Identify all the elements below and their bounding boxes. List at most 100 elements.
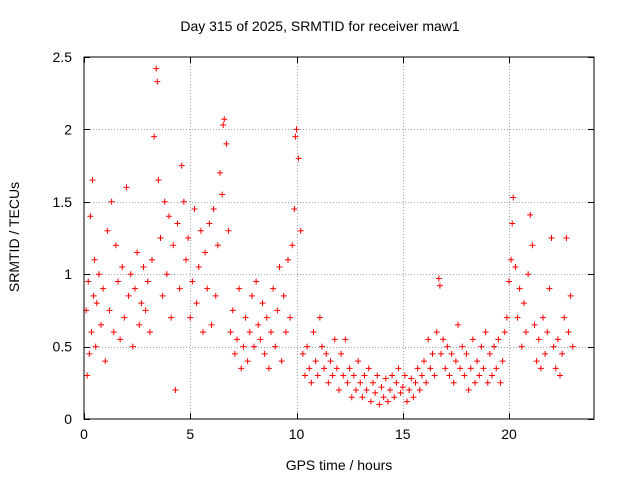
data-point [384, 398, 391, 405]
data-point [425, 336, 432, 343]
data-point [514, 314, 521, 321]
data-point [457, 365, 464, 372]
data-point [380, 394, 387, 401]
x-tick-label: 20 [501, 426, 517, 442]
data-point [159, 292, 166, 299]
data-point [493, 365, 500, 372]
data-point [161, 198, 168, 205]
data-point [321, 365, 328, 372]
data-point [474, 358, 481, 365]
data-point [336, 387, 342, 394]
data-point [193, 300, 200, 307]
data-point [129, 343, 136, 350]
data-point [461, 372, 468, 379]
data-point [489, 372, 495, 379]
data-point [142, 307, 149, 314]
data-point [382, 375, 389, 382]
data-point [183, 256, 189, 263]
data-point [446, 372, 453, 379]
data-point [310, 329, 317, 336]
data-point [219, 191, 226, 198]
data-point [180, 198, 187, 205]
data-point [410, 394, 417, 401]
data-point [363, 387, 370, 394]
data-point [440, 336, 447, 343]
data-point [412, 379, 419, 386]
data-point [346, 365, 353, 372]
data-point [565, 329, 572, 336]
data-point [414, 365, 421, 372]
data-point [112, 242, 119, 249]
data-point [327, 358, 334, 365]
data-point [229, 307, 236, 314]
data-point [401, 372, 408, 379]
data-point [95, 271, 102, 278]
data-point [248, 292, 255, 299]
data-point [499, 358, 506, 365]
data-point [359, 394, 366, 401]
data-point [552, 365, 559, 372]
data-point [527, 211, 534, 218]
data-point [442, 365, 449, 372]
data-point [146, 329, 153, 336]
x-tick-label: 10 [289, 426, 305, 442]
data-point [299, 350, 306, 357]
data-point [361, 372, 368, 379]
data-point [542, 350, 549, 357]
data-point [280, 292, 287, 299]
data-point [508, 256, 515, 263]
data-point [149, 256, 155, 263]
data-point [372, 389, 379, 396]
data-point [197, 227, 204, 234]
data-point [531, 321, 538, 328]
x-tick-label: 15 [395, 426, 411, 442]
data-point [452, 358, 459, 365]
data-point [459, 343, 466, 350]
data-point [185, 235, 192, 241]
data-point [119, 263, 126, 270]
data-point [268, 329, 274, 336]
data-point [240, 343, 247, 350]
data-point [393, 379, 400, 386]
data-point [559, 350, 566, 357]
data-point [274, 307, 281, 314]
data-point [92, 343, 99, 350]
x-axis-label: GPS time / hours [285, 457, 393, 473]
data-point [154, 78, 161, 85]
data-point [251, 343, 257, 350]
data-point [223, 140, 230, 147]
data-point [333, 365, 340, 372]
y-tick-label: 0.5 [53, 339, 73, 355]
data-point [106, 307, 113, 314]
data-point [374, 372, 381, 379]
data-point [259, 300, 266, 307]
data-point [220, 122, 227, 129]
data-point [484, 379, 491, 386]
data-point [178, 162, 185, 169]
data-point [399, 384, 406, 391]
data-point [191, 206, 198, 213]
data-point [319, 343, 325, 350]
data-point [495, 336, 502, 343]
data-point [151, 133, 158, 140]
y-tick-label: 2 [64, 121, 72, 137]
data-point [554, 336, 561, 343]
data-point [176, 285, 183, 292]
data-point [444, 343, 451, 350]
data-point [163, 271, 170, 278]
data-point [540, 314, 546, 321]
data-point [244, 358, 251, 365]
data-point [187, 314, 194, 321]
data-point [86, 350, 93, 357]
data-point [236, 285, 243, 292]
data-point [208, 321, 215, 328]
data-point [331, 336, 338, 343]
data-point [408, 375, 415, 382]
data-point [418, 372, 425, 379]
data-point [421, 358, 427, 365]
plot-frame [83, 56, 595, 420]
data-point [91, 256, 98, 263]
data-point [516, 285, 523, 292]
data-point [340, 372, 347, 379]
data-point [204, 285, 211, 292]
